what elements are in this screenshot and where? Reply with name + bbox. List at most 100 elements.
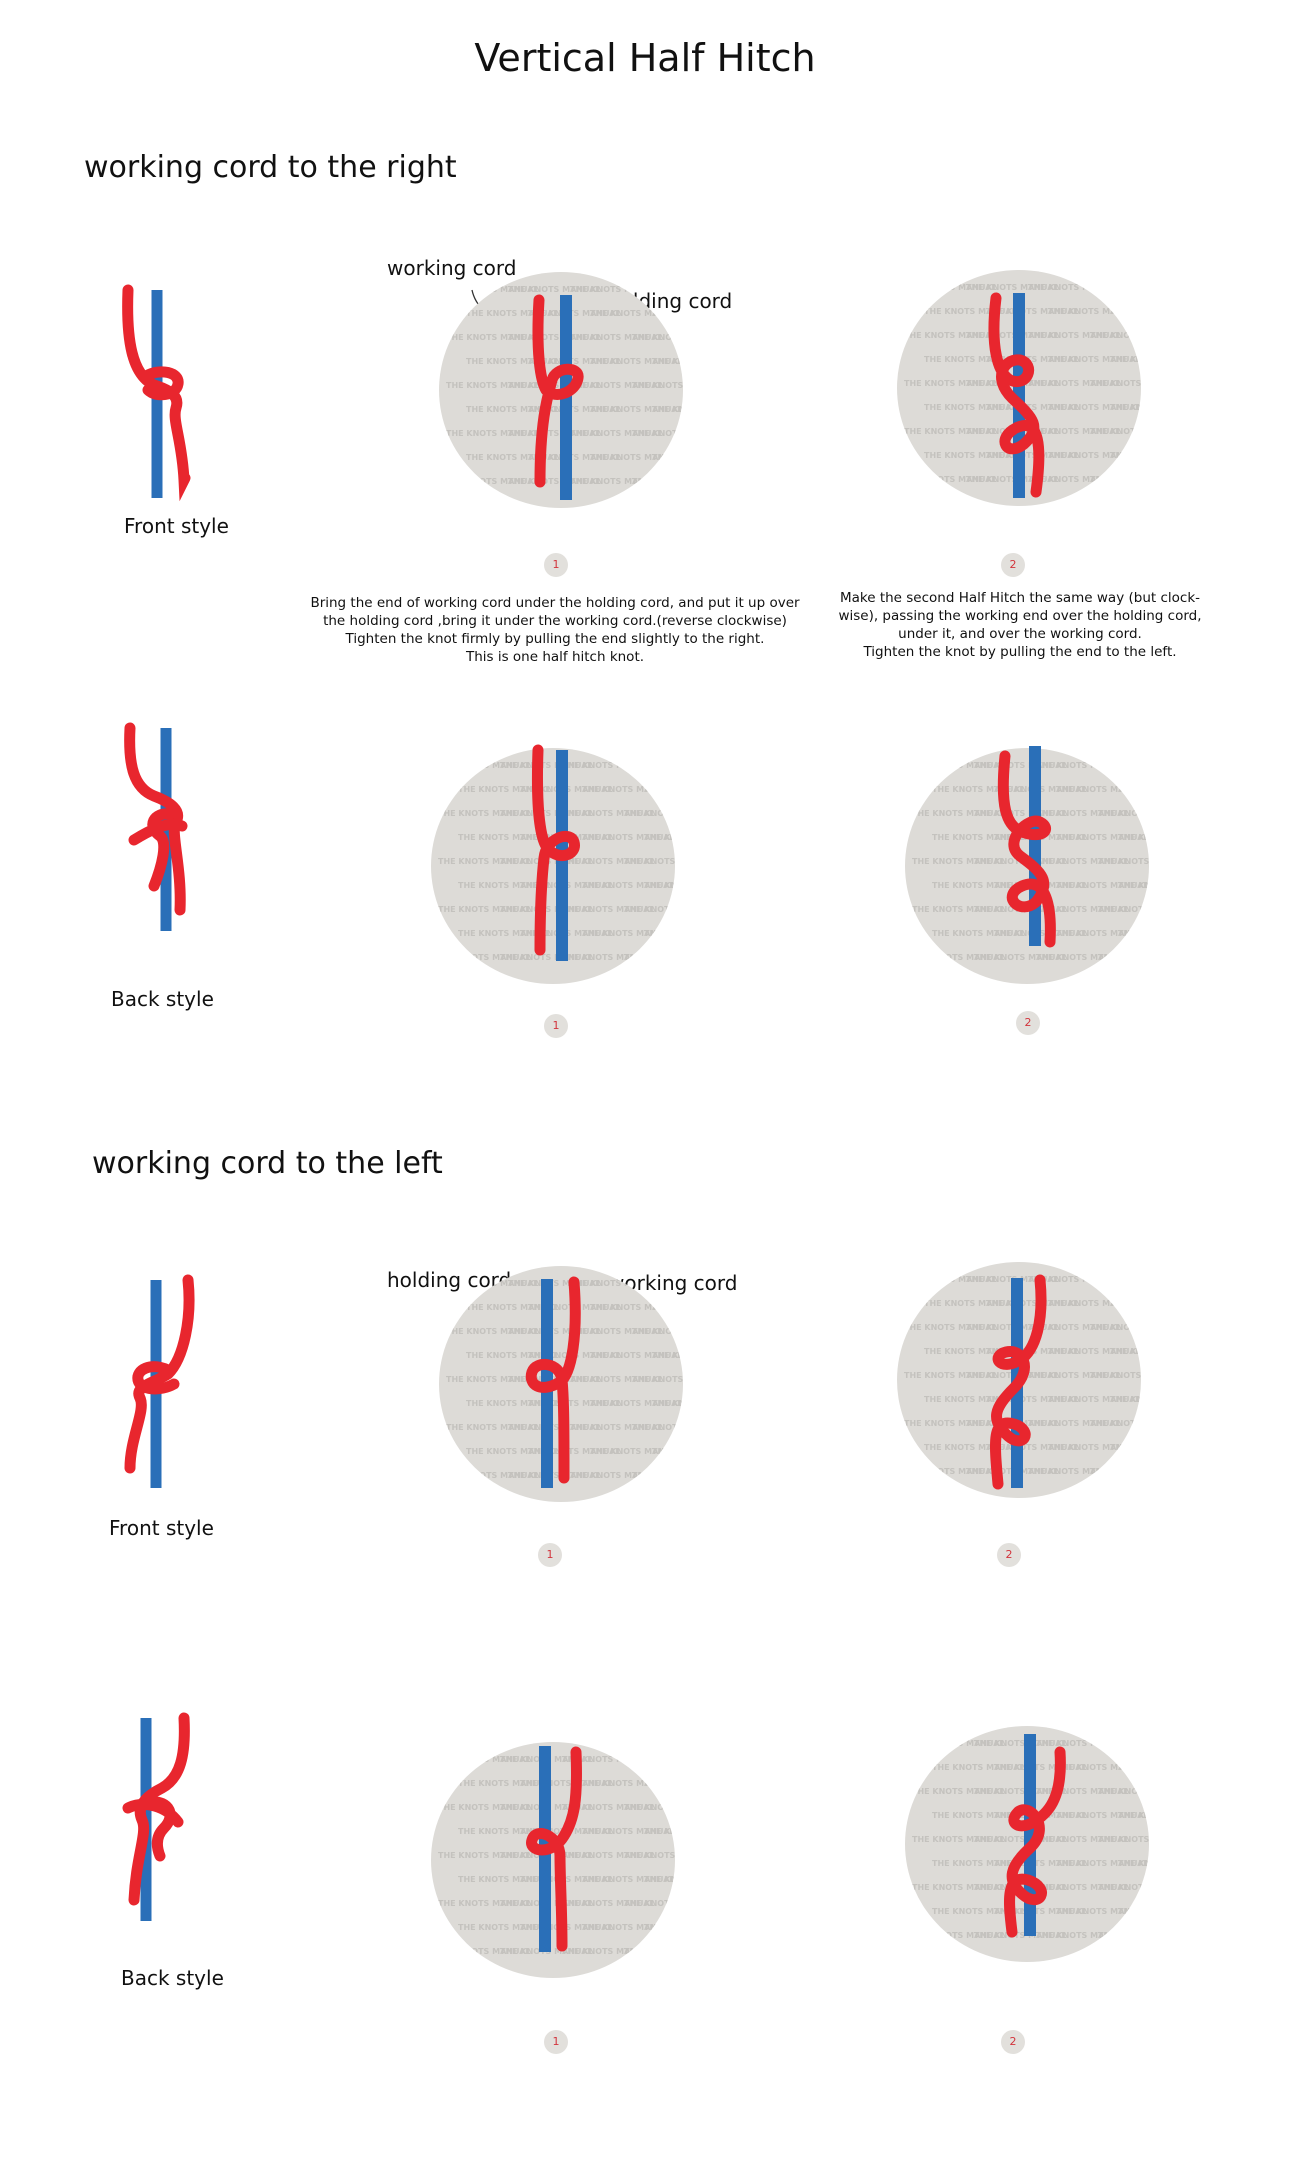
watermark-text: THE KNOTS MANUAL bbox=[1090, 1371, 1183, 1380]
watermark-text: THE KNOTS MANUAL bbox=[570, 429, 663, 438]
watermark-text: THE KNOTS MANUAL bbox=[932, 785, 1025, 794]
watermark-text: THE KNOTS MANUAL bbox=[932, 1859, 1025, 1868]
watermark-text: THE KNOTS MANUAL bbox=[1056, 833, 1149, 842]
watermark-text: THE KNOTS MANUAL bbox=[1110, 355, 1203, 364]
watermark-text: THE KNOTS MANUAL bbox=[458, 881, 551, 890]
watermark-text: THE KNOTS MANUAL bbox=[1028, 331, 1121, 340]
watermark-text: THE KNOTS MANUAL bbox=[500, 809, 593, 818]
watermark-text: THE KNOTS MANUAL bbox=[582, 881, 675, 890]
watermark-text: THE KNOTS MANUAL bbox=[652, 357, 745, 366]
callout-working-cord-right: working cord bbox=[387, 256, 517, 280]
watermark-text: THE KNOTS MANUAL bbox=[458, 833, 551, 842]
watermark-text: THE KNOTS MANUAL bbox=[1098, 905, 1191, 914]
watermark-text: THE KNOTS MANUAL bbox=[570, 285, 663, 294]
watermark-text: THE KNOTS MANUAL bbox=[466, 1303, 559, 1312]
watermark-text: THE KNOTS MANUAL bbox=[912, 857, 1005, 866]
watermark-text: THE KNOTS MANUAL bbox=[590, 453, 683, 462]
watermark-text: THE KNOTS MANUAL bbox=[438, 1947, 531, 1956]
watermark-text: THE KNOTS MANUAL bbox=[508, 285, 601, 294]
watermark-text: THE KNOTS MANUAL bbox=[590, 357, 683, 366]
watermark-text: THE KNOTS MANUAL bbox=[1028, 1275, 1121, 1284]
watermark-text: THE KNOTS MANUAL bbox=[466, 357, 559, 366]
watermark-text: THE KNOTS MANUAL bbox=[438, 857, 531, 866]
watermark-text: THE KNOTS MANUAL bbox=[974, 1835, 1067, 1844]
watermark-text: THE KNOTS MANUAL bbox=[624, 857, 717, 866]
watermark-text: THE KNOTS MANUAL bbox=[570, 1327, 663, 1336]
watermark-text: THE KNOTS MANUAL bbox=[446, 381, 539, 390]
step-number-badge: 2 bbox=[997, 1543, 1021, 1567]
watermark-text: THE KNOTS MANUAL bbox=[904, 427, 997, 436]
watermark-text: THE KNOTS MANUAL bbox=[570, 1375, 663, 1384]
watermark-text: THE KNOTS MANUAL bbox=[624, 905, 717, 914]
watermark-text: THE KNOTS MANUAL bbox=[1118, 1859, 1211, 1868]
watermark-text: THE KNOTS MANUAL bbox=[1090, 331, 1183, 340]
watermark-text: THE KNOTS MANUAL bbox=[508, 1279, 601, 1288]
watermark-text: THE KNOTS MANUAL bbox=[912, 905, 1005, 914]
watermark-text: THE KNOTS MANUAL bbox=[1036, 1835, 1129, 1844]
watermark-text: THE KNOTS MANUAL bbox=[1028, 1467, 1121, 1476]
description-line: This is one half hitch knot. bbox=[465, 649, 645, 665]
watermark-text: THE KNOTS MANUAL bbox=[1090, 1419, 1183, 1428]
watermark-text: THE KNOTS MANUAL bbox=[520, 1875, 613, 1884]
watermark-text: THE KNOTS MANUAL bbox=[1048, 307, 1141, 316]
watermark-text: THE KNOTS MANUAL bbox=[986, 451, 1079, 460]
watermark-text: THE KNOTS MANUAL bbox=[528, 1399, 621, 1408]
watermark-text: THE KNOTS MANUAL bbox=[912, 1787, 1005, 1796]
watermark-text: THE KNOTS MANUAL bbox=[562, 1803, 655, 1812]
watermark-text: THE KNOTS MANUAL bbox=[508, 1327, 601, 1336]
watermark-text: THE KNOTS MANUAL bbox=[528, 1447, 621, 1456]
watermark-text: THE KNOTS MANUAL bbox=[1048, 1299, 1141, 1308]
watermark-text: THE KNOTS MANUAL bbox=[912, 1835, 1005, 1844]
watermark-text: THE KNOTS MANUAL bbox=[438, 1899, 531, 1908]
watermark-text: THE KNOTS MANUAL bbox=[932, 881, 1025, 890]
watermark-text: THE KNOTS MANUAL bbox=[974, 953, 1067, 962]
working-cord bbox=[988, 292, 1045, 498]
watermark-text: THE KNOTS MANUAL bbox=[632, 1327, 725, 1336]
watermark-text: THE KNOTS MANUAL bbox=[446, 1327, 539, 1336]
watermark-text: THE KNOTS MANUAL bbox=[562, 953, 655, 962]
back-right-step-1-diagram: THE KNOTS MANUAL THE KNOTS MANUAL THE KNOT… bbox=[431, 744, 675, 984]
back-style-left-knot-icon bbox=[122, 1712, 190, 1921]
watermark-text: THE KNOTS MANUAL bbox=[1028, 427, 1121, 436]
step-number-badge: 1 bbox=[544, 1014, 568, 1038]
watermark-text: THE KNOTS MANUAL bbox=[974, 809, 1067, 818]
watermark-text: THE KNOTS MANUAL bbox=[644, 1827, 737, 1836]
working-cord bbox=[997, 750, 1056, 948]
watermark-text: THE KNOTS MANUAL bbox=[624, 1899, 717, 1908]
watermark-text: THE KNOTS MANUAL bbox=[528, 453, 621, 462]
watermark-text: THE KNOTS MANUAL bbox=[1036, 953, 1129, 962]
watermark-text: THE KNOTS MANUAL bbox=[932, 833, 1025, 842]
watermark-text: THE KNOTS MANUAL bbox=[924, 1299, 1017, 1308]
watermark-text: THE KNOTS MANUAL bbox=[458, 785, 551, 794]
watermark-text: THE KNOTS MANUAL bbox=[632, 333, 725, 342]
section-heading-right: working cord to the right bbox=[84, 150, 457, 185]
watermark-text: THE KNOTS MANUAL bbox=[932, 1763, 1025, 1772]
watermark-text: THE KNOTS MANUAL bbox=[1028, 1371, 1121, 1380]
watermark-text: THE KNOTS MANUAL bbox=[904, 331, 997, 340]
watermark-text: THE KNOTS MANUAL bbox=[644, 833, 737, 842]
front-style-label-left: Front style bbox=[109, 1516, 214, 1540]
watermark-text: THE KNOTS MANUAL bbox=[924, 1395, 1017, 1404]
watermark-text: THE KNOTS MANUAL bbox=[1056, 1859, 1149, 1868]
watermark-text: THE KNOTS MANUAL bbox=[508, 1423, 601, 1432]
watermark-text: THE KNOTS MANUAL bbox=[904, 1323, 997, 1332]
watermark-text: THE KNOTS MANUAL bbox=[1048, 451, 1141, 460]
watermark-text: THE KNOTS MANUAL bbox=[1056, 929, 1149, 938]
watermark-text: THE KNOTS MANUAL bbox=[974, 1739, 1067, 1748]
working-cord bbox=[531, 744, 580, 956]
working-cord bbox=[1004, 1746, 1066, 1938]
watermark-text: THE KNOTS MANUAL bbox=[582, 1875, 675, 1884]
watermark-text: THE KNOTS MANUAL bbox=[562, 1947, 655, 1956]
working-cord bbox=[532, 294, 584, 488]
page-title: Vertical Half Hitch bbox=[474, 36, 816, 80]
watermark-text: THE KNOTS MANUAL bbox=[966, 283, 1059, 292]
watermark-text: THE KNOTS MANUAL bbox=[1056, 1907, 1149, 1916]
description-line: under it, and over the working cord. bbox=[898, 626, 1142, 642]
watermark-text: THE KNOTS MANUAL bbox=[924, 1347, 1017, 1356]
watermark-text: THE KNOTS MANUAL bbox=[1028, 283, 1121, 292]
watermark-text: THE KNOTS MANUAL bbox=[1036, 1739, 1129, 1748]
watermark-text: THE KNOTS MANUAL bbox=[508, 1471, 601, 1480]
watermark-text: THE KNOTS MANUAL bbox=[582, 833, 675, 842]
